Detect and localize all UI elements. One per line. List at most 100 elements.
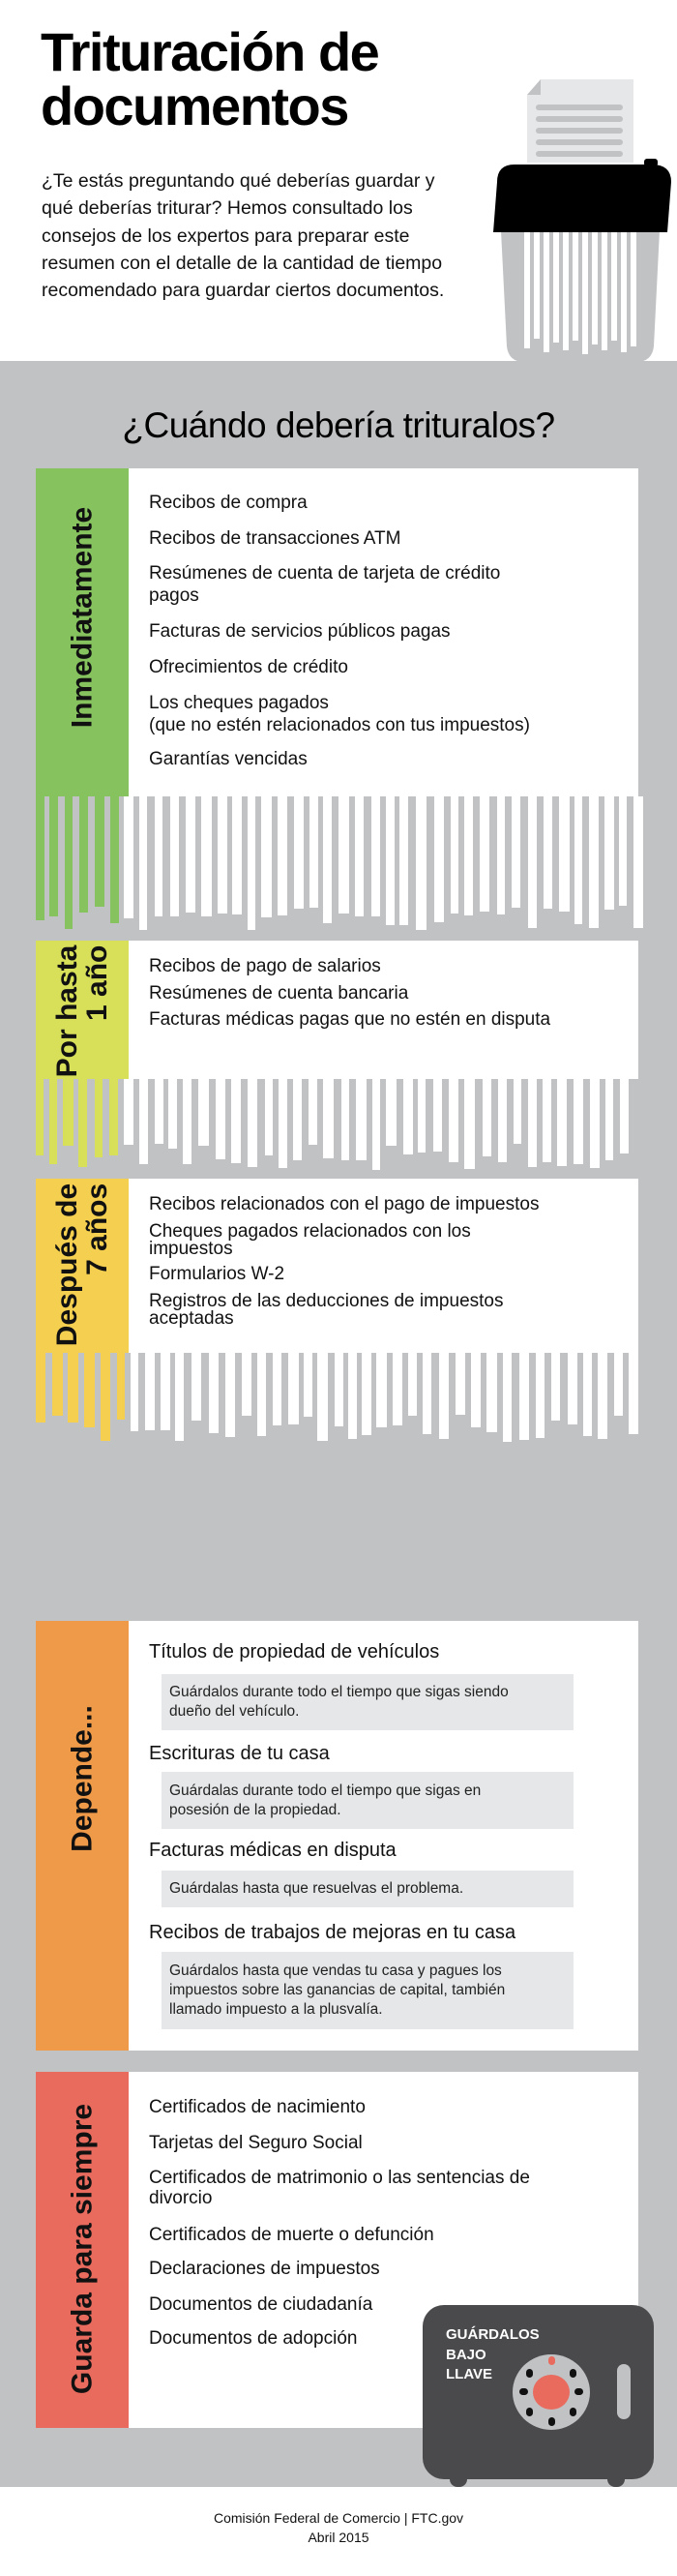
shred-strip xyxy=(168,1079,177,1149)
shred-strip xyxy=(225,1353,235,1437)
shred-strip xyxy=(536,1353,545,1438)
safe-handle-icon xyxy=(617,2364,631,2419)
shred-strip xyxy=(483,1079,491,1156)
shred-strip xyxy=(191,1353,201,1421)
shred-strip xyxy=(161,1353,170,1430)
shred-strip xyxy=(309,796,318,908)
shred-strip xyxy=(201,796,212,916)
shred-strip xyxy=(248,1079,257,1167)
shred-strip xyxy=(449,1079,458,1162)
shred-strip xyxy=(386,796,395,925)
shred-strip xyxy=(52,1353,63,1416)
safe-foot xyxy=(450,2479,467,2487)
shred-strip xyxy=(356,1079,367,1160)
shred-strip xyxy=(514,1079,521,1144)
shred-strip xyxy=(248,796,255,930)
shred-strip xyxy=(433,1079,442,1152)
shred-strip xyxy=(335,1353,343,1426)
list-item: Documentos de ciudadanía xyxy=(149,2294,373,2315)
list-item: Recibos de transacciones ATM xyxy=(149,528,401,549)
list-item: Garantías vencidas xyxy=(149,749,308,769)
list-item: Registros de las deducciones de impuesto… xyxy=(149,1291,504,1329)
shred-strip xyxy=(36,1353,45,1423)
shred-strip xyxy=(633,796,643,928)
shred-strip xyxy=(619,796,627,906)
shred-strip xyxy=(68,1353,78,1423)
shred-strip xyxy=(399,796,408,925)
shred-strip xyxy=(110,796,119,923)
shred-strip xyxy=(574,796,582,924)
shred-strip xyxy=(49,796,58,916)
shred-strip xyxy=(512,796,520,908)
list-item: Ofrecimientos de crédito xyxy=(149,657,348,677)
shred-strip xyxy=(155,796,162,916)
shred-strip xyxy=(175,1353,184,1441)
item-title: Facturas médicas en disputa xyxy=(149,1840,397,1861)
shred-strip xyxy=(464,1079,475,1169)
shred-strip xyxy=(568,1353,577,1424)
shred-strip xyxy=(273,1353,281,1425)
shred-strip xyxy=(65,796,73,929)
safe-dial-center xyxy=(533,2375,570,2410)
list-item: Los cheques pagados (que no estén relaci… xyxy=(149,693,530,735)
shredder-icon xyxy=(487,75,673,362)
shred-strip xyxy=(261,796,272,917)
shred-strip xyxy=(231,1079,241,1163)
section-label: Por hasta 1 año xyxy=(51,944,113,1078)
intro-paragraph: ¿Te estás preguntando qué deberías guard… xyxy=(42,170,445,302)
shred-strip xyxy=(372,1079,380,1170)
shred-strip xyxy=(604,796,614,910)
list-item: Cheques pagados relacionados con los imp… xyxy=(149,1221,471,1259)
item-title: Escrituras de tu casa xyxy=(149,1743,330,1764)
shred-strip xyxy=(486,1353,497,1432)
list-item: Recibos relacionados con el pago de impu… xyxy=(149,1194,540,1214)
shred-strip xyxy=(589,796,599,928)
shred-strip xyxy=(471,1353,481,1427)
section-label: Depende... xyxy=(66,1705,99,1852)
shred-strip xyxy=(528,796,537,928)
shred-strip xyxy=(216,1079,225,1159)
shred-strip xyxy=(403,1079,413,1154)
shred-strip xyxy=(79,796,88,913)
section-seven-years: Después de 7 años xyxy=(36,1179,638,1353)
list-item: Formularios W-2 xyxy=(149,1264,285,1284)
label-column xyxy=(36,468,129,796)
shred-strip xyxy=(456,1353,465,1415)
shred-strip xyxy=(528,1079,537,1167)
list-item: Declaraciones de impuestos xyxy=(149,2259,380,2279)
shred-strip xyxy=(232,796,242,914)
item-note: Guárdalos hasta que vendas tu casa y pag… xyxy=(162,1952,574,2029)
shred-strip xyxy=(278,796,287,915)
section-immediately: Inmediatamente xyxy=(36,468,638,796)
shred-strip xyxy=(480,796,489,912)
shred-strip xyxy=(574,1079,583,1164)
shred-strip xyxy=(294,796,304,909)
label-column xyxy=(36,1621,129,2051)
shred-strip xyxy=(49,1079,57,1164)
shred-strip xyxy=(170,796,179,916)
list-item: Resúmenes de cuenta bancaria xyxy=(149,983,409,1003)
shred-strip xyxy=(451,796,458,914)
section-label: Inmediatamente xyxy=(66,506,99,729)
shred-strip xyxy=(95,1079,103,1157)
shred-strip xyxy=(590,1079,600,1168)
shred-strip xyxy=(309,1079,317,1145)
shred-strip xyxy=(304,1353,312,1417)
section-heading: ¿Cuándo debería trituralos? xyxy=(122,405,555,445)
shred-strips xyxy=(36,796,643,932)
list-item: Certificados de matrimonio o las sentenc… xyxy=(149,2168,530,2208)
shred-strip xyxy=(376,1353,387,1427)
shred-strip xyxy=(95,796,104,907)
label-column xyxy=(36,1179,129,1353)
list-item: Recibos de pago de salarios xyxy=(149,956,381,976)
shred-strip xyxy=(139,796,147,930)
shred-strip xyxy=(439,1353,449,1439)
shred-strip xyxy=(36,796,44,920)
shred-strip xyxy=(341,1079,349,1160)
shred-strip xyxy=(317,1353,328,1441)
shred-strips xyxy=(36,1353,638,1442)
shred-strip xyxy=(544,796,552,909)
shred-strip xyxy=(620,1079,629,1153)
section-label: Guarda para siempre xyxy=(66,2103,99,2395)
shred-strip xyxy=(348,1353,357,1439)
